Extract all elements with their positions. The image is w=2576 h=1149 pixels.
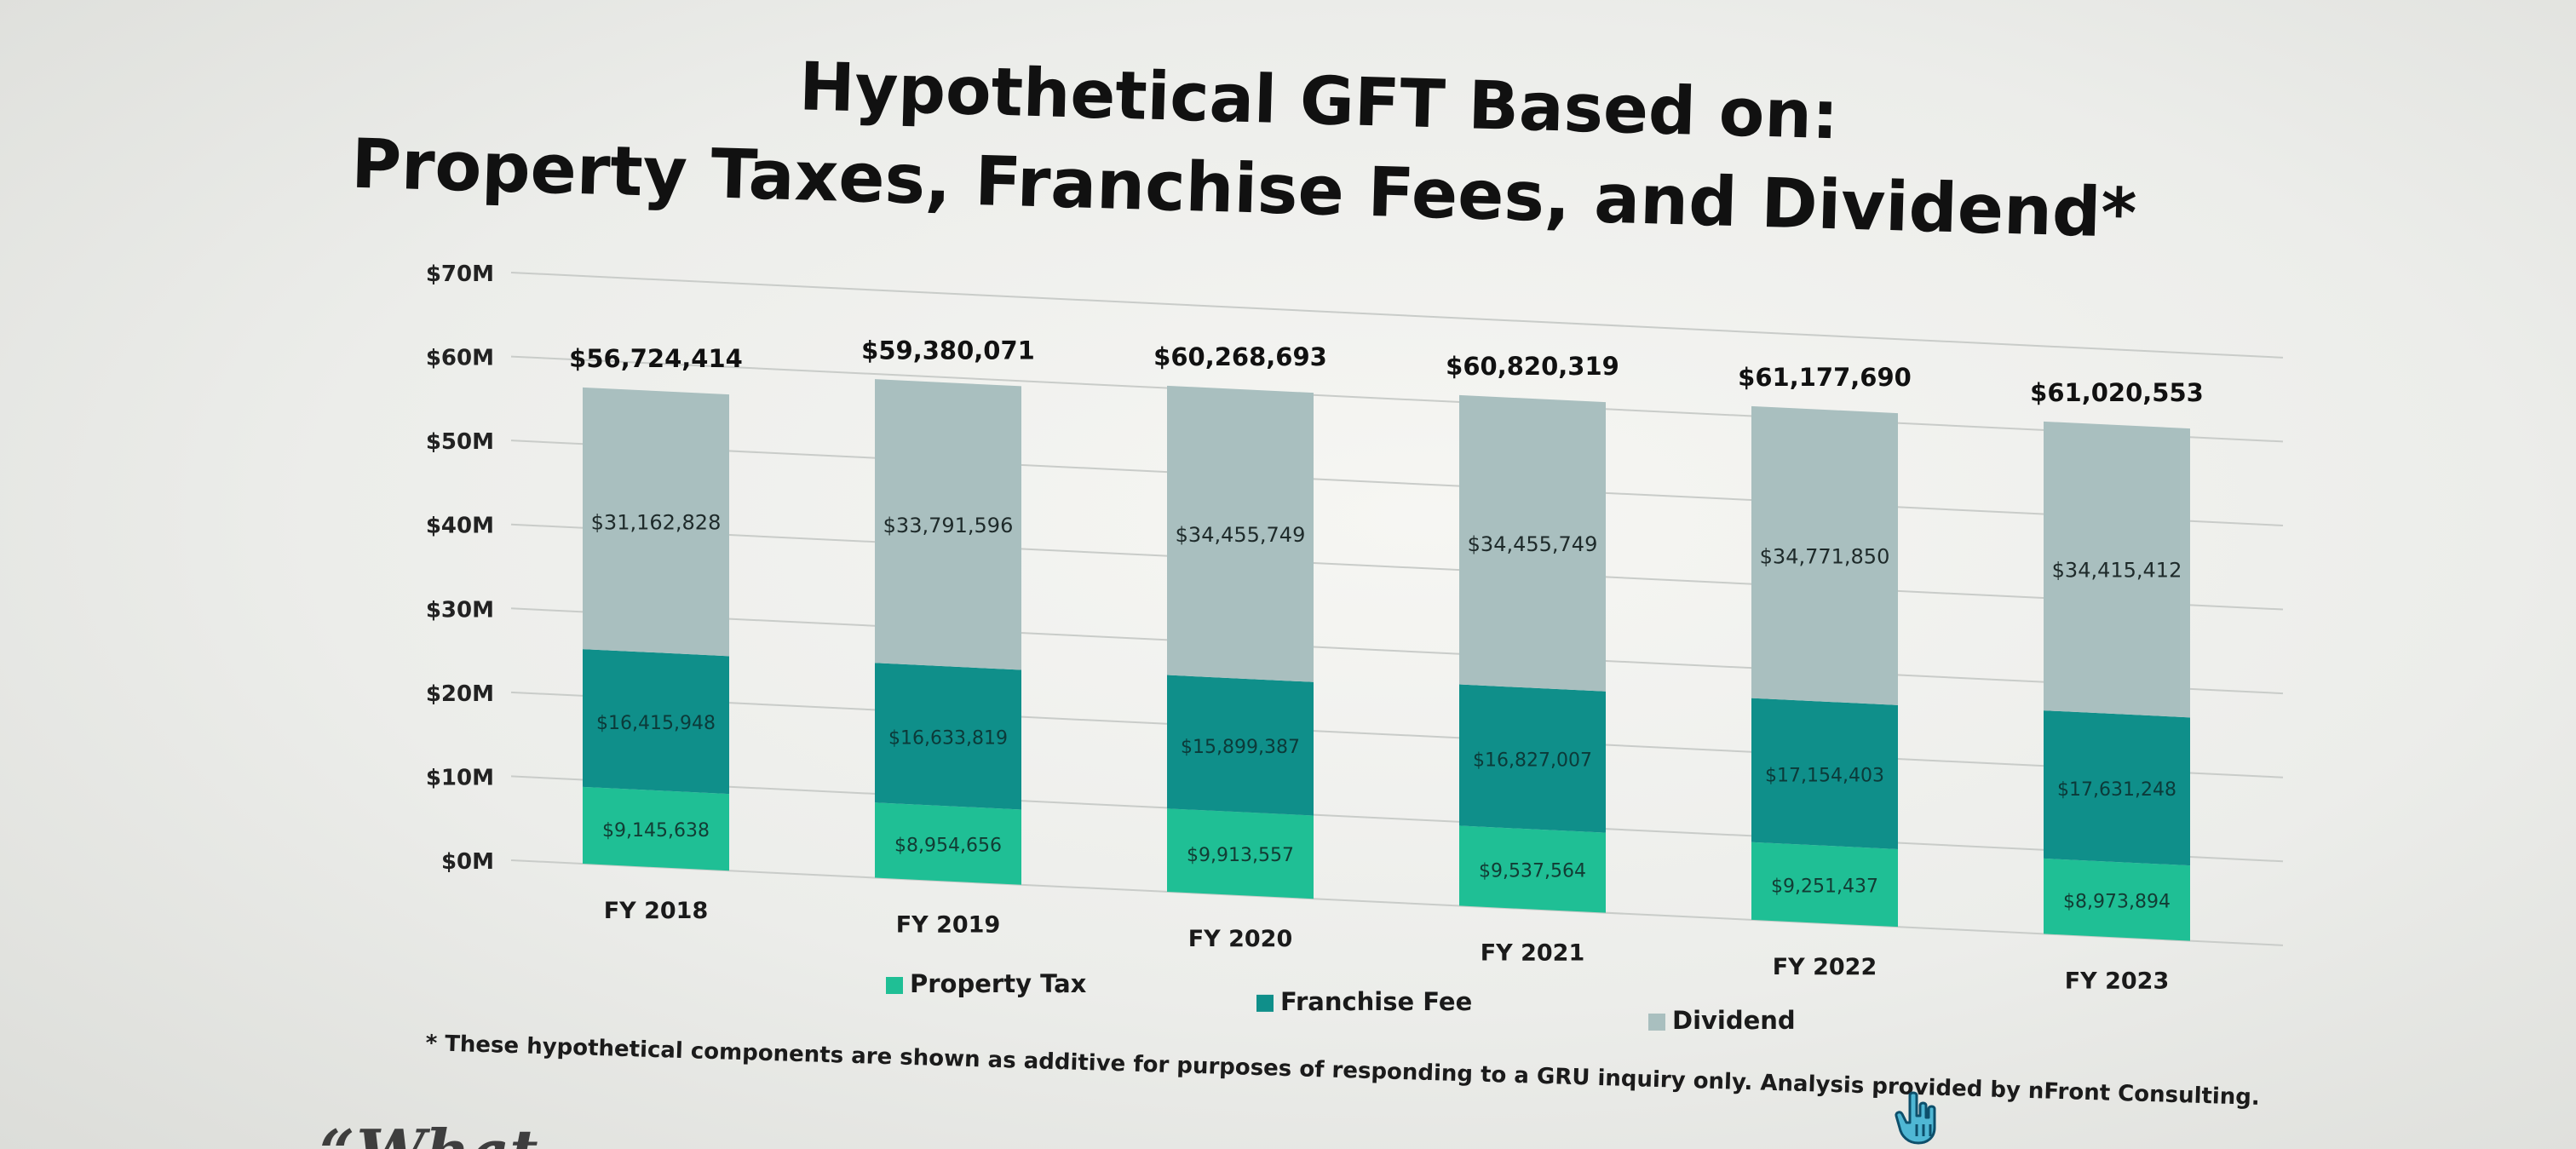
gridline	[510, 607, 2284, 695]
bar-segment-franchise-fee	[1751, 698, 1898, 849]
total-label: $59,380,071	[861, 336, 1035, 365]
bar-segment-franchise-fee	[875, 663, 1021, 810]
segment-label-franchise-fee: $16,827,007	[1473, 750, 1592, 772]
segment-label-property-tax: $9,537,564	[1479, 861, 1586, 882]
legend-label-franchise-fee: Franchise Fee	[1280, 987, 1472, 1016]
total-label: $60,268,693	[1153, 342, 1327, 371]
bar-segment-dividend	[875, 379, 1021, 670]
segment-label-dividend: $33,791,596	[883, 514, 1014, 537]
category-label: FY 2019	[896, 912, 1001, 939]
segment-label-dividend: $34,455,749	[1176, 523, 1306, 547]
segment-label-dividend: $34,415,412	[2052, 559, 2182, 583]
y-tick-label: $50M	[426, 429, 494, 455]
hand-cursor-icon	[1895, 1091, 1936, 1145]
category-label: FY 2021	[1481, 940, 1585, 967]
total-label: $61,020,553	[2030, 378, 2204, 407]
legend-label-dividend: Dividend	[1672, 1006, 1796, 1035]
gridline	[510, 691, 2284, 778]
quote-fragment: “What	[319, 1116, 538, 1149]
bar-segment-franchise-fee	[1167, 675, 1314, 816]
category-label: FY 2023	[2065, 968, 2170, 994]
segment-label-franchise-fee: $16,633,819	[888, 727, 1008, 749]
legend-label-property-tax: Property Tax	[910, 969, 1087, 998]
bar-segment-property-tax	[1459, 825, 1606, 913]
bar-segment-property-tax	[583, 786, 729, 871]
bar-segment-dividend	[1751, 405, 1898, 705]
y-tick-label: $10M	[426, 765, 494, 790]
segment-label-property-tax: $9,145,638	[602, 820, 710, 842]
y-tick-label: $20M	[426, 681, 494, 707]
y-tick-label: $0M	[441, 849, 494, 875]
category-label: FY 2018	[604, 898, 709, 924]
category-label: FY 2022	[1773, 954, 1877, 980]
legend-swatch-dividend	[1648, 1013, 1665, 1031]
bar-segment-franchise-fee	[2044, 710, 2190, 866]
y-tick-label: $40M	[426, 514, 494, 539]
gridline	[510, 859, 2284, 946]
bar-segment-franchise-fee	[583, 649, 729, 795]
bar-segment-property-tax	[2044, 858, 2190, 941]
bar-segment-property-tax	[1751, 842, 1898, 928]
segment-label-franchise-fee: $17,154,403	[1765, 765, 1884, 786]
total-label: $56,724,414	[569, 344, 743, 373]
gridline	[510, 355, 2284, 443]
segment-label-property-tax: $9,251,437	[1771, 876, 1878, 897]
gridline	[510, 272, 2284, 359]
gridline	[510, 523, 2284, 611]
bars	[583, 379, 2190, 941]
total-label: $61,177,690	[1738, 363, 1912, 392]
segment-label-franchise-fee: $17,631,248	[2057, 779, 2176, 801]
category-label: FY 2020	[1188, 926, 1293, 952]
segment-label-dividend: $34,455,749	[1468, 532, 1598, 556]
total-label: $60,820,319	[1446, 352, 1619, 381]
segment-label-dividend: $34,771,850	[1760, 544, 1890, 568]
gridlines	[510, 272, 2284, 946]
y-tick-label: $60M	[426, 346, 494, 371]
bar-segment-franchise-fee	[1459, 684, 1606, 833]
segment-label-franchise-fee: $16,415,948	[596, 713, 716, 734]
segment-label-dividend: $31,162,828	[591, 511, 722, 535]
bar-segment-dividend	[1459, 394, 1606, 692]
segment-label-property-tax: $8,954,656	[894, 835, 1002, 856]
y-axis-ticks: $0M $10M $20M $30M $40M $50M $60M $70M	[426, 261, 494, 875]
gridline	[510, 439, 2284, 526]
data-labels: $9,145,638 $16,415,948 $31,162,828 $56,724,…	[569, 336, 2204, 994]
segment-label-property-tax: $8,973,894	[2063, 891, 2171, 912]
legend-swatch-property-tax	[886, 977, 903, 994]
bar-segment-dividend	[583, 387, 729, 657]
legend-swatch-franchise-fee	[1256, 994, 1274, 1012]
bar-segment-dividend	[2044, 421, 2190, 718]
bar-segment-property-tax	[1167, 808, 1314, 899]
y-tick-label: $30M	[426, 597, 494, 623]
segment-label-property-tax: $9,913,557	[1187, 845, 1294, 866]
legend: Property Tax Franchise Fee Dividend	[886, 969, 1796, 1035]
bar-segment-dividend	[1167, 385, 1314, 682]
bar-segment-property-tax	[875, 802, 1021, 885]
segment-label-franchise-fee: $15,899,387	[1181, 737, 1300, 758]
gridline	[510, 775, 2284, 863]
y-tick-label: $70M	[426, 261, 494, 287]
